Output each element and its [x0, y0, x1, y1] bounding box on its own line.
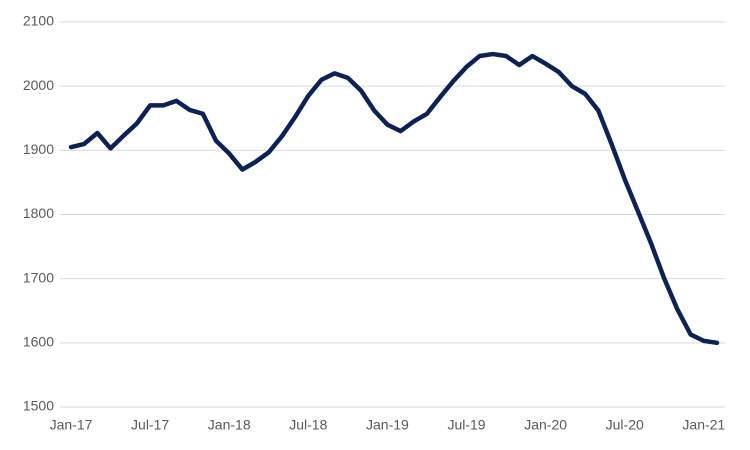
x-tick-label: Jan-19: [366, 417, 409, 433]
x-tick-label: Jul-20: [606, 417, 644, 433]
data-line: [68, 51, 720, 346]
y-tick-label: 1600: [23, 334, 54, 350]
x-tick-label: Jan-18: [208, 417, 251, 433]
x-tick-label: Jul-17: [131, 417, 169, 433]
y-tick-label: 2100: [23, 13, 54, 29]
x-tick-label: Jul-19: [447, 417, 485, 433]
y-tick-label: 1900: [23, 141, 54, 157]
x-tick-label: Jan-17: [50, 417, 93, 433]
y-tick-label: 1700: [23, 269, 54, 285]
x-tick-label: Jul-18: [289, 417, 327, 433]
x-tick-label: Jan-21: [682, 417, 725, 433]
y-tick-label: 1800: [23, 205, 54, 221]
y-tick-label: 1500: [23, 398, 54, 414]
x-tick-label: Jan-20: [524, 417, 567, 433]
y-tick-label: 2000: [23, 77, 54, 93]
